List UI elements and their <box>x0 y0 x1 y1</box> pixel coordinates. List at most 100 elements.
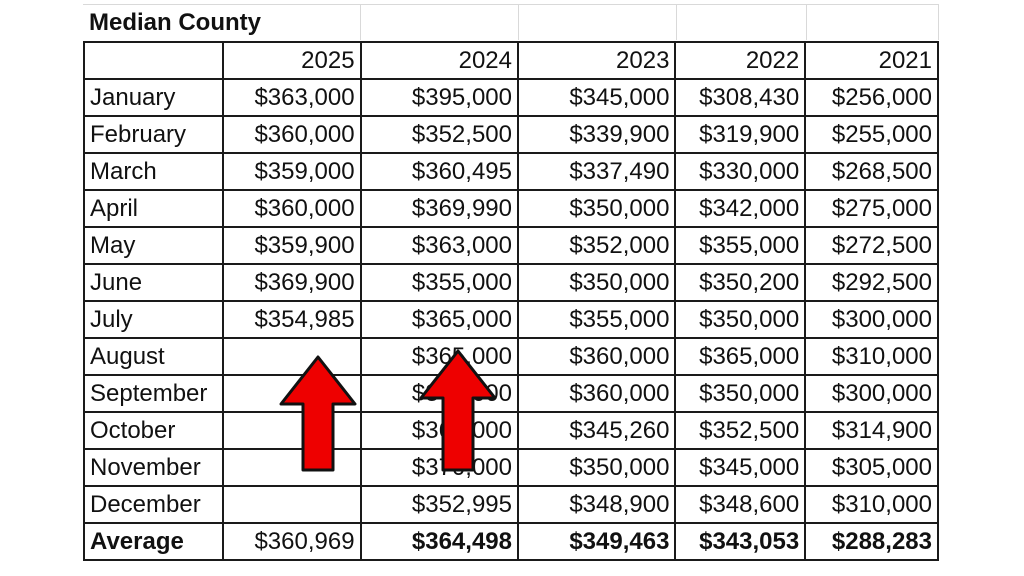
price-cell[interactable]: $350,000 <box>516 189 677 228</box>
price-cell[interactable]: $342,000 <box>674 189 807 228</box>
month-label[interactable]: July <box>83 300 224 339</box>
price-cell[interactable]: $352,000 <box>516 226 677 265</box>
average-cell[interactable]: $343,053 <box>674 522 807 561</box>
table-title[interactable]: Median County <box>89 8 261 36</box>
cell[interactable] <box>675 4 805 42</box>
price-cell[interactable]: $319,900 <box>674 115 807 154</box>
month-label[interactable]: May <box>83 226 224 265</box>
average-cell[interactable]: $360,969 <box>221 522 362 561</box>
average-cell[interactable]: $288,283 <box>804 522 939 561</box>
price-cell[interactable]: $310,000 <box>804 485 939 524</box>
price-cell[interactable]: $369,990 <box>359 189 520 228</box>
price-cell[interactable]: $330,000 <box>674 152 807 191</box>
table-row: January $363,000 $395,000 $345,000 $308,430 $… <box>83 78 939 117</box>
average-label[interactable]: Average <box>83 522 224 561</box>
cell[interactable] <box>518 4 675 42</box>
header-corner-cell[interactable] <box>83 41 224 80</box>
year-header[interactable]: 2025 <box>221 41 362 80</box>
price-cell[interactable]: $360,000 <box>516 337 677 376</box>
price-cell[interactable]: $305,000 <box>804 448 939 487</box>
price-cell[interactable]: $256,000 <box>804 78 939 117</box>
price-cell[interactable] <box>221 337 362 376</box>
year-header-row: 2025 2024 2023 2022 2021 <box>83 41 939 80</box>
price-cell[interactable]: $369,900 <box>221 263 362 302</box>
price-cell[interactable]: $363,000 <box>221 78 362 117</box>
price-cell[interactable]: $272,500 <box>804 226 939 265</box>
month-label[interactable]: June <box>83 263 224 302</box>
price-cell[interactable]: $360,000 <box>516 374 677 413</box>
average-cell[interactable]: $364,498 <box>359 522 520 561</box>
price-cell[interactable]: $292,500 <box>804 263 939 302</box>
price-cell[interactable]: $255,000 <box>804 115 939 154</box>
price-cell[interactable]: $363,000 <box>359 226 520 265</box>
price-cell[interactable]: $360,000 <box>221 189 362 228</box>
price-cell[interactable]: $365,000 <box>359 300 520 339</box>
price-cell[interactable]: $348,600 <box>674 485 807 524</box>
table-row: May $359,900 $363,000 $352,000 $355,000 $272,… <box>83 226 939 265</box>
price-cell[interactable]: $352,995 <box>359 485 520 524</box>
price-cell[interactable]: $355,000 <box>516 300 677 339</box>
table-row: October $365,000 $345,260 $352,500 $314,900 <box>83 411 939 450</box>
price-cell[interactable]: $354,985 <box>221 300 362 339</box>
price-cell[interactable]: $337,490 <box>516 152 677 191</box>
year-header[interactable]: 2023 <box>516 41 677 80</box>
price-cell[interactable]: $395,000 <box>359 78 520 117</box>
price-cell[interactable]: $308,430 <box>674 78 807 117</box>
month-label[interactable]: February <box>83 115 224 154</box>
price-cell[interactable]: $365,000 <box>359 411 520 450</box>
average-cell[interactable]: $349,463 <box>516 522 677 561</box>
cell[interactable] <box>361 4 518 42</box>
price-cell[interactable]: $352,500 <box>674 411 807 450</box>
cell[interactable] <box>805 4 938 42</box>
price-cell[interactable]: $345,000 <box>674 448 807 487</box>
month-label[interactable]: November <box>83 448 224 487</box>
month-label[interactable]: August <box>83 337 224 376</box>
price-cell[interactable]: $370,000 <box>359 448 520 487</box>
price-cell[interactable]: $300,000 <box>804 300 939 339</box>
price-cell[interactable]: $310,000 <box>804 337 939 376</box>
month-label[interactable]: March <box>83 152 224 191</box>
gridline <box>938 4 939 40</box>
price-cell[interactable]: $350,000 <box>674 300 807 339</box>
price-cell[interactable]: $345,260 <box>516 411 677 450</box>
price-cell[interactable]: $360,495 <box>359 152 520 191</box>
price-cell[interactable] <box>221 411 362 450</box>
price-cell[interactable]: $360,000 <box>221 115 362 154</box>
price-cell[interactable]: $359,900 <box>221 226 362 265</box>
price-cell[interactable]: $365,000 <box>674 337 807 376</box>
month-label[interactable]: April <box>83 189 224 228</box>
price-cell[interactable]: $314,900 <box>804 411 939 450</box>
price-cell[interactable] <box>221 485 362 524</box>
month-label[interactable]: January <box>83 78 224 117</box>
month-label[interactable]: September <box>83 374 224 413</box>
month-rows: January $363,000 $395,000 $345,000 $308,430 $… <box>83 78 939 524</box>
price-cell[interactable]: $350,200 <box>674 263 807 302</box>
year-header[interactable]: 2021 <box>804 41 939 80</box>
price-cell[interactable]: $300,000 <box>804 374 939 413</box>
price-cell[interactable]: $350,000 <box>516 263 677 302</box>
price-cell[interactable]: $359,000 <box>221 152 362 191</box>
year-header[interactable]: 2022 <box>674 41 807 80</box>
price-cell[interactable]: $355,000 <box>674 226 807 265</box>
month-label[interactable]: December <box>83 485 224 524</box>
price-cell[interactable]: $350,000 <box>674 374 807 413</box>
price-cell[interactable]: $350,000 <box>516 448 677 487</box>
price-cell[interactable] <box>221 448 362 487</box>
title-row: Median County <box>84 4 938 42</box>
price-cell[interactable]: $348,900 <box>516 485 677 524</box>
price-cell[interactable]: $365,000 <box>359 337 520 376</box>
price-cell[interactable]: $339,900 <box>516 115 677 154</box>
price-cell[interactable]: $355,000 <box>359 263 520 302</box>
price-cell[interactable]: $345,000 <box>516 78 677 117</box>
year-header[interactable]: 2024 <box>359 41 520 80</box>
table-row: December $352,995 $348,900 $348,600 $310,000 <box>83 485 939 524</box>
month-label[interactable]: October <box>83 411 224 450</box>
price-cell[interactable]: $360,000 <box>359 374 520 413</box>
gridline <box>360 4 361 40</box>
price-cell[interactable] <box>221 374 362 413</box>
price-cell[interactable]: $275,000 <box>804 189 939 228</box>
price-cell[interactable]: $352,500 <box>359 115 520 154</box>
price-cell[interactable]: $268,500 <box>804 152 939 191</box>
table-row: April $360,000 $369,990 $350,000 $342,000 $27… <box>83 189 939 228</box>
table-row: November $370,000 $350,000 $345,000 $305,000 <box>83 448 939 487</box>
